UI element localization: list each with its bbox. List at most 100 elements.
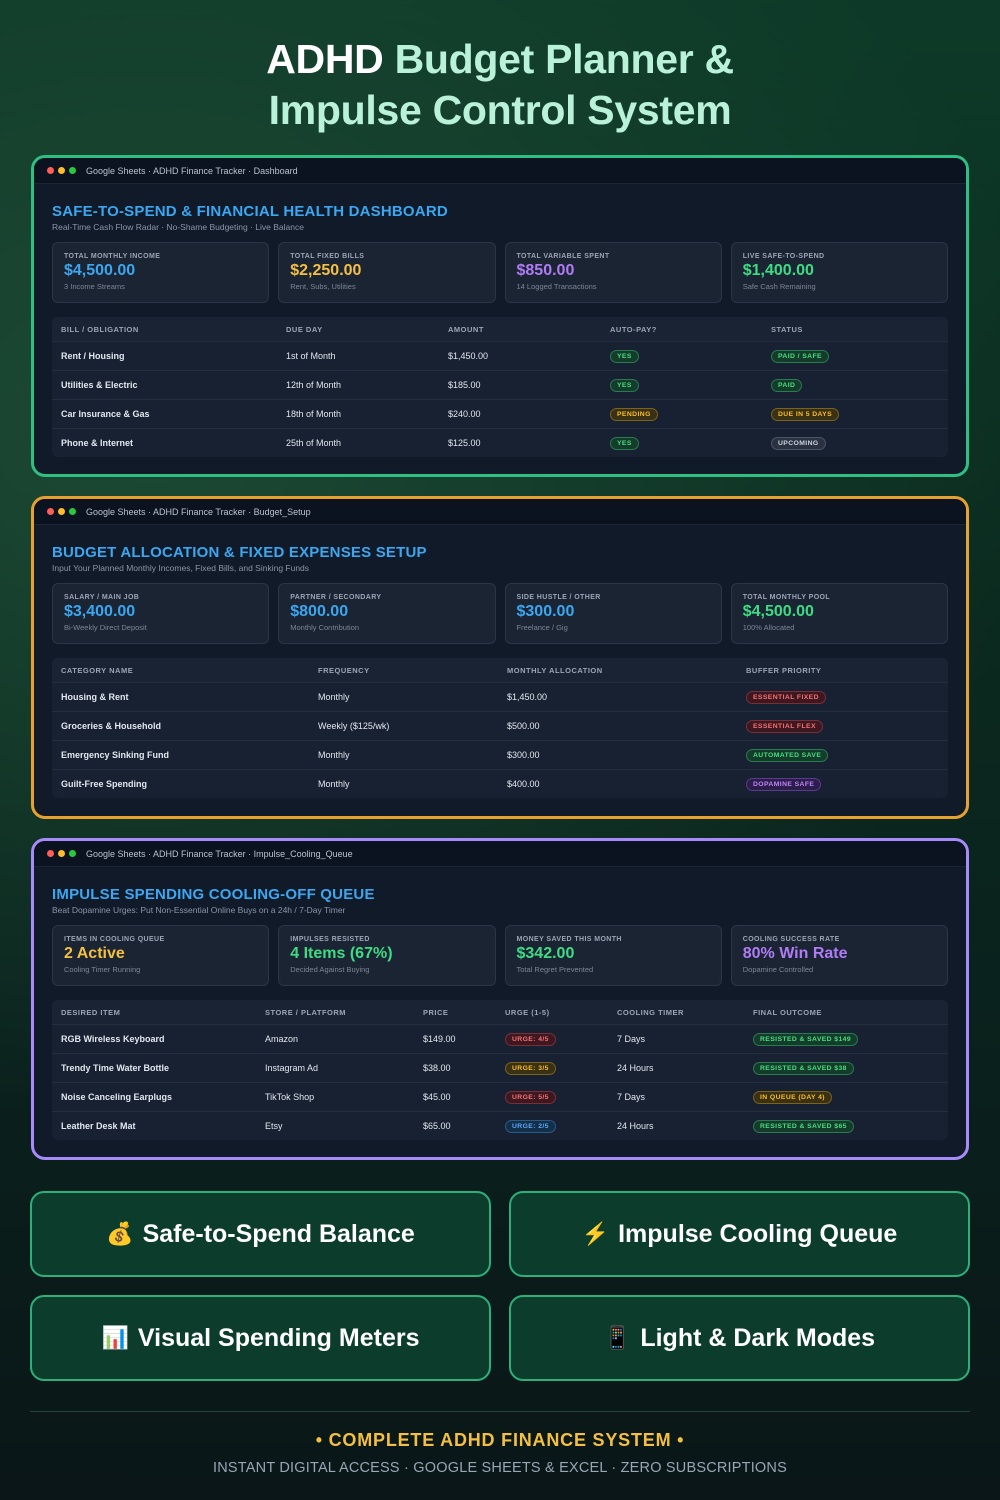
outcome-cell[interactable]: RESISTED & SAVED $38 bbox=[744, 1061, 942, 1075]
table-row[interactable]: Phone & Internet 25th of Month $125.00 Y… bbox=[52, 428, 948, 457]
item-name-cell[interactable]: Noise Canceling Earplugs bbox=[61, 1092, 173, 1102]
category-name-cell[interactable]: Groceries & Household bbox=[61, 721, 162, 731]
priority-cell[interactable]: DOPAMINE SAFE bbox=[737, 777, 942, 791]
cooling-timer-cell[interactable]: 24 Hours bbox=[617, 1121, 654, 1131]
close-window-button[interactable] bbox=[47, 167, 54, 174]
outcome-cell[interactable]: RESISTED & SAVED $149 bbox=[744, 1032, 942, 1046]
category-name-cell[interactable]: Guilt-Free Spending bbox=[61, 779, 148, 789]
cooling-timer-cell[interactable]: 7 Days bbox=[617, 1034, 646, 1044]
bill-name-cell[interactable]: Phone & Internet bbox=[61, 438, 134, 448]
feature-label: Visual Spending Meters bbox=[137, 1323, 420, 1352]
amount-cell[interactable]: $240.00 bbox=[448, 409, 481, 419]
allocation-cell[interactable]: $400.00 bbox=[507, 779, 540, 789]
table-row[interactable]: Leather Desk Mat Etsy $65.00 URGE: 2/5 2… bbox=[52, 1111, 948, 1140]
column-header[interactable]: BILL / OBLIGATION bbox=[61, 324, 139, 334]
column-header[interactable]: AUTO-PAY? bbox=[610, 324, 657, 334]
priority-cell[interactable]: AUTOMATED SAVE bbox=[737, 748, 942, 762]
column-header[interactable]: STORE / PLATFORM bbox=[265, 1007, 347, 1017]
column-header[interactable]: STATUS bbox=[771, 324, 803, 334]
priority-cell[interactable]: ESSENTIAL FIXED bbox=[737, 690, 942, 704]
category-name-cell[interactable]: Housing & Rent bbox=[61, 692, 129, 702]
outcome-cell[interactable]: IN QUEUE (DAY 4) bbox=[744, 1090, 942, 1104]
urge-cell[interactable]: URGE: 3/5 bbox=[496, 1061, 608, 1075]
column-header[interactable]: DESIRED ITEM bbox=[61, 1007, 121, 1017]
column-header[interactable]: BUFFER PRIORITY bbox=[746, 665, 822, 675]
cooling-timer-cell[interactable]: 7 Days bbox=[617, 1092, 646, 1102]
minimize-window-button[interactable] bbox=[58, 508, 65, 515]
column-header[interactable]: PRICE bbox=[423, 1007, 449, 1017]
table-row[interactable]: Guilt-Free Spending Monthly $400.00 DOPA… bbox=[52, 769, 948, 798]
table-row[interactable]: Groceries & Household Weekly ($125/wk) $… bbox=[52, 711, 948, 740]
minimize-window-button[interactable] bbox=[58, 850, 65, 857]
due-day-cell[interactable]: 12th of Month bbox=[286, 380, 342, 390]
autopay-cell[interactable]: YES bbox=[601, 349, 762, 363]
due-day-cell[interactable]: 25th of Month bbox=[286, 438, 342, 448]
maximize-window-button[interactable] bbox=[69, 508, 76, 515]
kpi-card-partner: PARTNER / SECONDARY $800.00 Monthly Cont… bbox=[278, 583, 496, 644]
bill-name-cell[interactable]: Rent / Housing bbox=[61, 351, 125, 361]
table-row[interactable]: Housing & Rent Monthly $1,450.00 ESSENTI… bbox=[52, 682, 948, 711]
table-row[interactable]: RGB Wireless Keyboard Amazon $149.00 URG… bbox=[52, 1024, 948, 1053]
store-cell[interactable]: Etsy bbox=[265, 1121, 283, 1131]
frequency-cell[interactable]: Weekly ($125/wk) bbox=[318, 721, 390, 731]
column-header[interactable]: URGE (1-5) bbox=[505, 1007, 550, 1017]
allocation-cell[interactable]: $300.00 bbox=[507, 750, 540, 760]
table-row[interactable]: Emergency Sinking Fund Monthly $300.00 A… bbox=[52, 740, 948, 769]
price-cell[interactable]: $65.00 bbox=[423, 1121, 451, 1131]
allocation-cell[interactable]: $500.00 bbox=[507, 721, 540, 731]
price-cell[interactable]: $149.00 bbox=[423, 1034, 456, 1044]
urge-cell[interactable]: URGE: 2/5 bbox=[496, 1119, 608, 1133]
bill-name-cell[interactable]: Car Insurance & Gas bbox=[61, 409, 150, 419]
due-day-cell[interactable]: 18th of Month bbox=[286, 409, 342, 419]
status-cell[interactable]: UPCOMING bbox=[762, 436, 942, 450]
frequency-cell[interactable]: Monthly bbox=[318, 692, 350, 702]
cooling-timer-cell[interactable]: 24 Hours bbox=[617, 1063, 654, 1073]
urge-cell[interactable]: URGE: 4/5 bbox=[496, 1032, 608, 1046]
maximize-window-button[interactable] bbox=[69, 850, 76, 857]
amount-cell[interactable]: $185.00 bbox=[448, 380, 481, 390]
close-window-button[interactable] bbox=[47, 508, 54, 515]
table-row[interactable]: Rent / Housing 1st of Month $1,450.00 YE… bbox=[52, 341, 948, 370]
item-name-cell[interactable]: RGB Wireless Keyboard bbox=[61, 1034, 165, 1044]
column-header[interactable]: DUE DAY bbox=[286, 324, 323, 334]
status-cell[interactable]: PAID / SAFE bbox=[762, 349, 942, 363]
column-header[interactable]: CATEGORY NAME bbox=[61, 665, 134, 675]
store-cell[interactable]: TikTok Shop bbox=[265, 1092, 315, 1102]
autopay-cell[interactable]: YES bbox=[601, 378, 762, 392]
status-cell[interactable]: PAID bbox=[762, 378, 942, 392]
kpi-cards: ITEMS IN COOLING QUEUE 2 Active Cooling … bbox=[52, 925, 948, 986]
kpi-note: Cooling Timer Running bbox=[64, 965, 141, 974]
close-window-button[interactable] bbox=[47, 850, 54, 857]
item-name-cell[interactable]: Trendy Time Water Bottle bbox=[61, 1063, 170, 1073]
column-header[interactable]: COOLING TIMER bbox=[617, 1007, 684, 1017]
store-cell[interactable]: Amazon bbox=[265, 1034, 299, 1044]
amount-cell[interactable]: $125.00 bbox=[448, 438, 481, 448]
due-day-cell[interactable]: 1st of Month bbox=[286, 351, 336, 361]
urge-cell[interactable]: URGE: 5/5 bbox=[496, 1090, 608, 1104]
status-cell[interactable]: DUE IN 5 DAYS bbox=[762, 407, 942, 421]
frequency-cell[interactable]: Monthly bbox=[318, 750, 350, 760]
table-row[interactable]: Utilities & Electric 12th of Month $185.… bbox=[52, 370, 948, 399]
store-cell[interactable]: Instagram Ad bbox=[265, 1063, 319, 1073]
price-cell[interactable]: $38.00 bbox=[423, 1063, 451, 1073]
maximize-window-button[interactable] bbox=[69, 167, 76, 174]
bill-name-cell[interactable]: Utilities & Electric bbox=[61, 380, 138, 390]
table-row[interactable]: Trendy Time Water Bottle Instagram Ad $3… bbox=[52, 1053, 948, 1082]
autopay-cell[interactable]: PENDING bbox=[601, 407, 762, 421]
outcome-cell[interactable]: RESISTED & SAVED $65 bbox=[744, 1119, 942, 1133]
item-name-cell[interactable]: Leather Desk Mat bbox=[61, 1121, 136, 1131]
category-name-cell[interactable]: Emergency Sinking Fund bbox=[61, 750, 170, 760]
amount-cell[interactable]: $1,450.00 bbox=[448, 351, 489, 361]
price-cell[interactable]: $45.00 bbox=[423, 1092, 451, 1102]
table-row[interactable]: Noise Canceling Earplugs TikTok Shop $45… bbox=[52, 1082, 948, 1111]
autopay-cell[interactable]: YES bbox=[601, 436, 762, 450]
column-header[interactable]: AMOUNT bbox=[448, 324, 484, 334]
column-header[interactable]: FREQUENCY bbox=[318, 665, 370, 675]
column-header[interactable]: FINAL OUTCOME bbox=[753, 1007, 822, 1017]
priority-cell[interactable]: ESSENTIAL FLEX bbox=[737, 719, 942, 733]
allocation-cell[interactable]: $1,450.00 bbox=[507, 692, 548, 702]
column-header[interactable]: MONTHLY ALLOCATION bbox=[507, 665, 603, 675]
table-row[interactable]: Car Insurance & Gas 18th of Month $240.0… bbox=[52, 399, 948, 428]
frequency-cell[interactable]: Monthly bbox=[318, 779, 350, 789]
minimize-window-button[interactable] bbox=[58, 167, 65, 174]
